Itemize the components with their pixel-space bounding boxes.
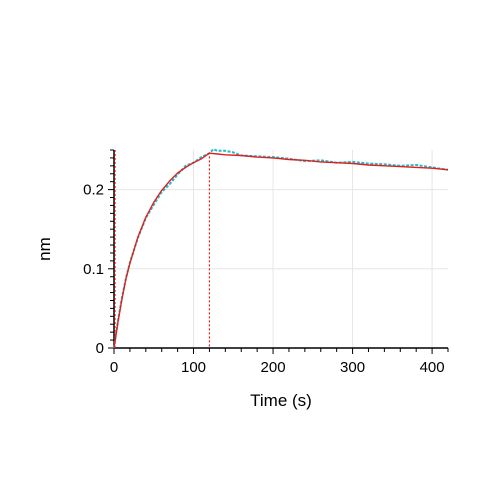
y-axis-title: nm	[35, 237, 54, 261]
y-tick-label-2: 0.2	[83, 182, 104, 199]
axes	[108, 149, 449, 354]
x-tick-label-2: 200	[261, 359, 286, 376]
plot-area	[113, 148, 449, 349]
x-tick-label-4: 400	[420, 359, 445, 376]
measured-series-line	[113, 148, 449, 349]
x-tick-label-3: 300	[340, 359, 365, 376]
x-axis-title: Time (s)	[250, 391, 312, 410]
x-tick-label-1: 100	[181, 359, 206, 376]
y-tick-label-1: 0.1	[83, 261, 104, 278]
y-tick-label-0: 0	[96, 340, 104, 357]
grid	[114, 150, 448, 348]
fit-series-line	[113, 152, 449, 349]
tick-labels: 0 100 200 300 400 0 0.1 0.2	[83, 182, 444, 376]
x-tick-label-0: 0	[110, 359, 118, 376]
